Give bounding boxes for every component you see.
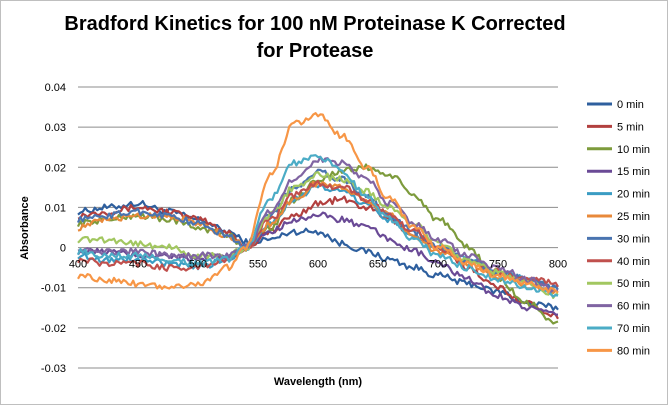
legend-label: 80 min	[617, 345, 650, 357]
x-tick-label: 650	[369, 259, 387, 271]
series-line-60-min	[77, 155, 559, 294]
legend-label: 0 min	[617, 99, 644, 111]
legend-label: 50 min	[617, 278, 650, 290]
y-tick-label: 0.03	[45, 122, 66, 134]
legend-label: 20 min	[617, 189, 650, 201]
x-tick-label: 400	[69, 259, 87, 271]
tick-labels: 0.04 0.03 0.02 0.01 0 -0.01 -0.02 -0.03 400 450 50…	[41, 82, 567, 375]
x-tick-label: 800	[549, 259, 567, 271]
chart-title: Bradford Kinetics for 100 nM Proteinase …	[41, 11, 589, 65]
x-tick-label: 750	[489, 259, 507, 271]
legend-label: 5 min	[617, 121, 644, 133]
legend-label: 10 min	[617, 144, 650, 156]
series-line-0-min	[77, 200, 559, 311]
legend-label: 25 min	[617, 211, 650, 223]
x-tick-label: 600	[309, 259, 327, 271]
x-tick-label: 550	[249, 259, 267, 271]
y-tick-label: 0.01	[45, 202, 66, 214]
y-tick-label: -0.03	[41, 363, 66, 375]
legend-label: 60 min	[617, 301, 650, 313]
legend-label: 30 min	[617, 233, 650, 245]
legend-label: 15 min	[617, 166, 650, 178]
series-line-80-min	[77, 112, 559, 294]
y-tick-label: -0.01	[41, 283, 66, 295]
chart-title-line-1: Bradford Kinetics for 100 nM Proteinase …	[64, 13, 566, 35]
x-axis-title: Wavelength (nm)	[274, 376, 363, 388]
x-tick-label: 700	[429, 259, 447, 271]
series-line-70-min	[76, 154, 559, 298]
series-line-50-min	[77, 171, 559, 299]
y-tick-label: 0.02	[45, 162, 66, 174]
y-tick-label: 0.04	[45, 82, 66, 94]
x-tick-label: 450	[129, 259, 147, 271]
legend: 0 min 5 min 10 min 15 min 20 min 25 min 30 min…	[587, 99, 650, 357]
y-axis-title: Absorbance	[19, 196, 31, 260]
chart-title-line-2: for Protease	[256, 40, 374, 62]
legend-label: 70 min	[617, 323, 650, 335]
gridlines	[78, 86, 558, 369]
legend-label: 40 min	[617, 256, 650, 268]
y-tick-label: -0.02	[41, 323, 66, 335]
x-tick-label: 500	[189, 259, 207, 271]
series-layer	[76, 112, 559, 325]
y-tick-label: 0	[60, 243, 66, 255]
